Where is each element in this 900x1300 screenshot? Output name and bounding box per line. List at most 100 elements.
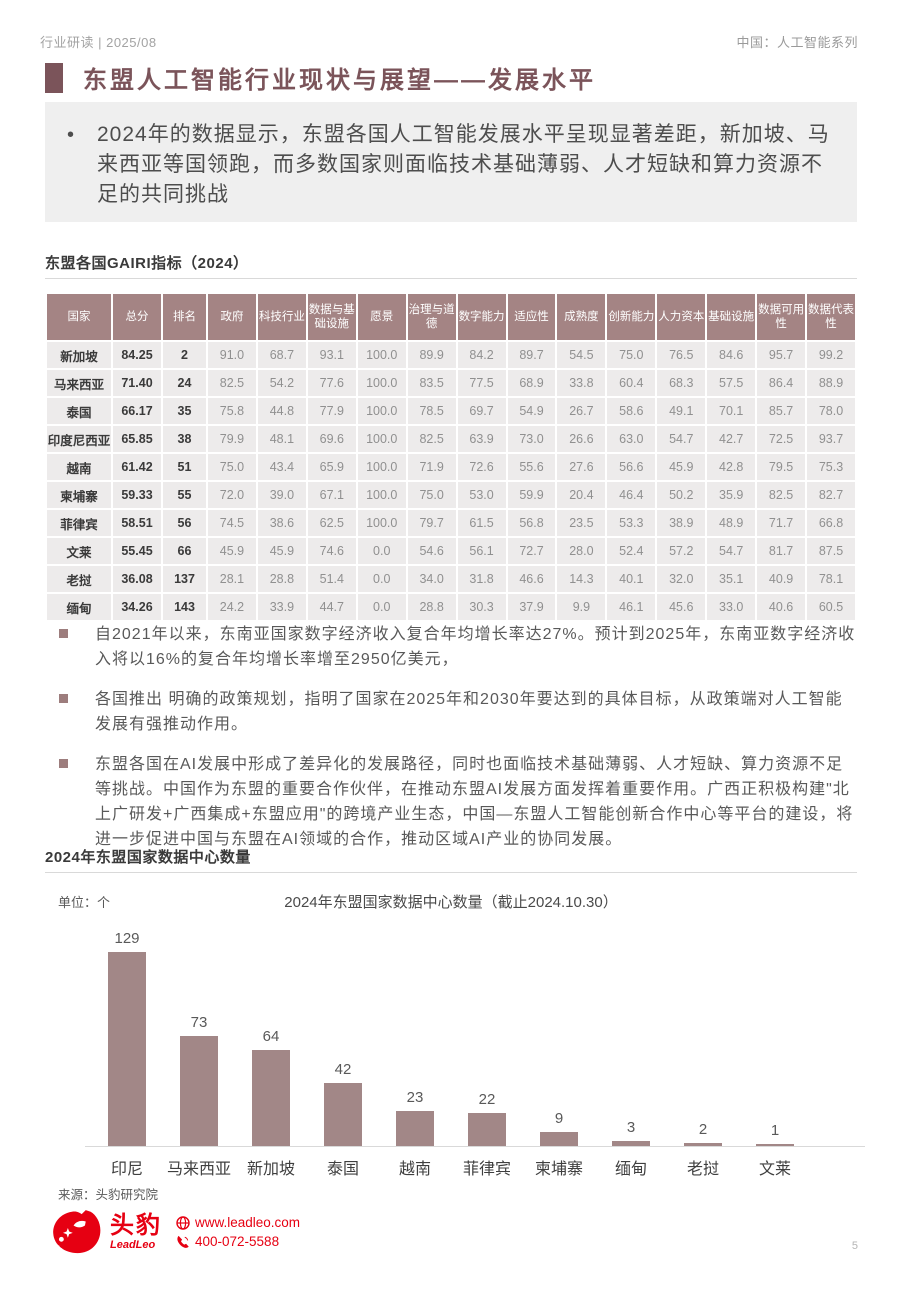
list-item: 自2021年以来，东南亚国家数字经济收入复合年均增长率达27%。预计到2025年… xyxy=(45,622,857,672)
value-cell: 66.8 xyxy=(805,508,857,538)
country-cell: 文莱 xyxy=(45,536,113,566)
table-column-header: 治理与道德 xyxy=(405,292,458,342)
value-cell: 72.5 xyxy=(755,424,808,454)
value-cell: 99.2 xyxy=(805,340,857,370)
bar-value-label: 9 xyxy=(554,1110,564,1127)
value-cell: 71.40 xyxy=(111,368,163,398)
value-cell: 53.3 xyxy=(605,508,658,538)
country-cell: 老挝 xyxy=(45,564,113,594)
value-cell: 28.1 xyxy=(206,564,258,594)
value-cell: 35.9 xyxy=(705,480,758,510)
value-cell: 79.5 xyxy=(755,452,808,482)
bar-菲律宾 xyxy=(468,1113,506,1146)
value-cell: 37.9 xyxy=(505,592,558,622)
table-row: 老挝 36.08 137 28.1 28.8 51.4 0.0 34.0 31.8 46.6 14.… xyxy=(45,564,857,594)
value-cell: 63.9 xyxy=(455,424,508,454)
phone-icon xyxy=(177,1235,189,1248)
value-cell: 54.2 xyxy=(255,368,308,398)
value-cell: 56.1 xyxy=(455,536,508,566)
table-row: 缅甸 34.26 143 24.2 33.9 44.7 0.0 28.8 30.3 37.9 9.9… xyxy=(45,592,857,622)
logo-cn-text: 头豹 xyxy=(110,1211,162,1239)
value-cell: 32.0 xyxy=(655,564,708,594)
value-cell: 75.3 xyxy=(805,452,857,482)
summary-box: • 2024年的数据显示，东盟各国人工智能发展水平呈现显著差距，新加坡、马来西亚… xyxy=(45,102,857,222)
value-cell: 38 xyxy=(161,424,208,454)
value-cell: 0.0 xyxy=(355,592,408,622)
value-cell: 93.7 xyxy=(805,424,857,454)
value-cell: 60.5 xyxy=(805,592,857,622)
value-cell: 33.0 xyxy=(705,592,758,622)
gairi-index-table: 国家 总分 排名 政府 科技行业 数据与基础设施 愿景 治理与道德 数字能力 适应性 成熟度 创新能力… xyxy=(45,292,857,622)
bar-文莱 xyxy=(756,1144,794,1146)
value-cell: 14.3 xyxy=(555,564,608,594)
value-cell: 82.7 xyxy=(805,480,857,510)
table-header-row: 国家 总分 排名 政府 科技行业 数据与基础设施 愿景 治理与道德 数字能力 适应性 成熟度 创新能力… xyxy=(45,292,857,342)
value-cell: 69.7 xyxy=(455,396,508,426)
value-cell: 34.0 xyxy=(405,564,458,594)
value-cell: 28.8 xyxy=(405,592,458,622)
value-cell: 83.5 xyxy=(405,368,458,398)
value-cell: 46.4 xyxy=(605,480,658,510)
value-cell: 28.8 xyxy=(255,564,308,594)
bar-category-label: 老挝 xyxy=(686,1161,719,1178)
footer-brand: 头豹 LeadLeo www.leadleo.com 400-072-5588 xyxy=(50,1208,300,1256)
bar-印尼 xyxy=(108,952,146,1146)
value-cell: 100.0 xyxy=(355,368,408,398)
value-cell: 82.5 xyxy=(206,368,258,398)
value-cell: 58.6 xyxy=(605,396,658,426)
value-cell: 43.4 xyxy=(255,452,308,482)
bar-越南 xyxy=(396,1111,434,1146)
bar-value-label: 1 xyxy=(770,1122,780,1139)
summary-bullet-dot: • xyxy=(67,124,75,146)
value-cell: 100.0 xyxy=(355,508,408,538)
value-cell: 40.9 xyxy=(755,564,808,594)
table-column-header: 愿景 xyxy=(355,292,408,342)
list-item-text: 自2021年以来，东南亚国家数字经济收入复合年均增长率达27%。预计到2025年… xyxy=(95,626,856,668)
value-cell: 69.6 xyxy=(305,424,358,454)
value-cell: 24 xyxy=(161,368,208,398)
value-cell: 46.1 xyxy=(605,592,658,622)
value-cell: 42.7 xyxy=(705,424,758,454)
bar-value-label: 73 xyxy=(190,1014,208,1031)
value-cell: 59.9 xyxy=(505,480,558,510)
value-cell: 0.0 xyxy=(355,536,408,566)
value-cell: 81.7 xyxy=(755,536,808,566)
country-cell: 菲律宾 xyxy=(45,508,113,538)
report-category-label: 中国：人工智能系列 xyxy=(736,35,858,50)
key-points-list: 自2021年以来，东南亚国家数字经济收入复合年均增长率达27%。预计到2025年… xyxy=(45,622,857,867)
value-cell: 71.9 xyxy=(405,452,458,482)
value-cell: 68.7 xyxy=(255,340,308,370)
value-cell: 39.0 xyxy=(255,480,308,510)
phone-number[interactable]: 400-072-5588 xyxy=(195,1234,280,1249)
summary-text: 2024年的数据显示，东盟各国人工智能发展水平呈现显著差距，新加坡、马来西亚等国… xyxy=(97,123,830,206)
value-cell: 79.7 xyxy=(405,508,458,538)
value-cell: 56.8 xyxy=(505,508,558,538)
value-cell: 88.9 xyxy=(805,368,857,398)
value-cell: 40.6 xyxy=(755,592,808,622)
value-cell: 55 xyxy=(161,480,208,510)
value-cell: 84.25 xyxy=(111,340,163,370)
title-accent-square xyxy=(45,62,63,93)
value-cell: 100.0 xyxy=(355,424,408,454)
value-cell: 44.8 xyxy=(255,396,308,426)
value-cell: 75.8 xyxy=(206,396,258,426)
table-row: 文莱 55.45 66 45.9 45.9 74.6 0.0 54.6 56.1 72.7 28.0… xyxy=(45,536,857,566)
chart-unit-label: 单位：个 xyxy=(58,895,111,910)
value-cell: 56.6 xyxy=(605,452,658,482)
value-cell: 54.7 xyxy=(705,536,758,566)
value-cell: 54.7 xyxy=(655,424,708,454)
table-column-header: 政府 xyxy=(206,292,258,342)
value-cell: 89.9 xyxy=(405,340,458,370)
value-cell: 9.9 xyxy=(555,592,608,622)
value-cell: 45.9 xyxy=(255,536,308,566)
value-cell: 66.17 xyxy=(111,396,163,426)
table-column-header: 创新能力 xyxy=(605,292,658,342)
value-cell: 68.3 xyxy=(655,368,708,398)
table-column-header: 基础设施 xyxy=(705,292,758,342)
website-link[interactable]: www.leadleo.com xyxy=(195,1215,301,1230)
value-cell: 35 xyxy=(161,396,208,426)
value-cell: 78.5 xyxy=(405,396,458,426)
value-cell: 23.5 xyxy=(555,508,608,538)
table-row: 越南 61.42 51 75.0 43.4 65.9 100.0 71.9 72.6 55.6 27… xyxy=(45,452,857,482)
value-cell: 84.6 xyxy=(705,340,758,370)
